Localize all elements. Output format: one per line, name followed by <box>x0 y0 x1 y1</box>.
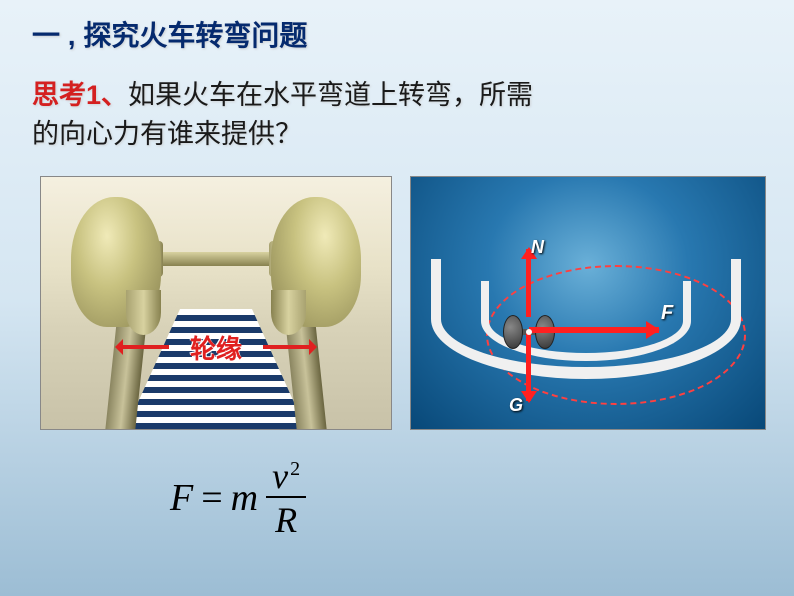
question-prefix: 思考1、 <box>32 80 128 110</box>
question-line2: 的向心力有谁来提供？ <box>32 119 302 149</box>
force-diagram: N G F <box>410 176 766 430</box>
question-block: 思考1、如果火车在水平弯道上转弯，所需 的向心力有谁来提供？ <box>32 76 533 154</box>
gravity-force-label: G <box>509 395 523 416</box>
centripetal-force-arrow <box>529 327 659 333</box>
gravity-force-arrow <box>526 333 531 401</box>
question-line1: 如果火车在水平弯道上转弯，所需 <box>128 80 533 110</box>
right-scene: N G F <box>411 177 765 429</box>
axle <box>156 252 278 266</box>
formula-fraction: v2 R <box>266 458 306 538</box>
flange-label: 轮缘 <box>190 329 242 366</box>
normal-force-label: N <box>531 237 544 258</box>
normal-force-arrow <box>526 249 531 317</box>
origin-dot <box>526 329 532 335</box>
formula-denominator: R <box>275 498 297 538</box>
wheelset-wheel-left <box>503 315 523 349</box>
flange-arrow-left <box>119 345 169 349</box>
flange-right <box>271 290 306 335</box>
section-heading: 一 , 探究火车转弯问题 <box>32 14 307 54</box>
left-scene: 轮缘 <box>41 177 391 429</box>
wheel-left <box>71 197 161 327</box>
formula-numerator: v2 <box>266 458 306 498</box>
images-row: 轮缘 N G F <box>40 176 766 430</box>
formula-lhs: F <box>170 476 193 520</box>
flange-left <box>126 290 161 335</box>
numerator-base: v <box>272 456 288 496</box>
centripetal-force-label: F <box>661 302 673 325</box>
wheel-right <box>271 197 361 327</box>
formula-eq: = <box>201 476 222 520</box>
centripetal-formula: F = m v2 R <box>170 458 306 538</box>
wheel-flange-diagram: 轮缘 <box>40 176 392 430</box>
numerator-exp: 2 <box>290 458 300 480</box>
formula-coeff: m <box>231 476 258 520</box>
flange-arrow-right <box>263 345 313 349</box>
